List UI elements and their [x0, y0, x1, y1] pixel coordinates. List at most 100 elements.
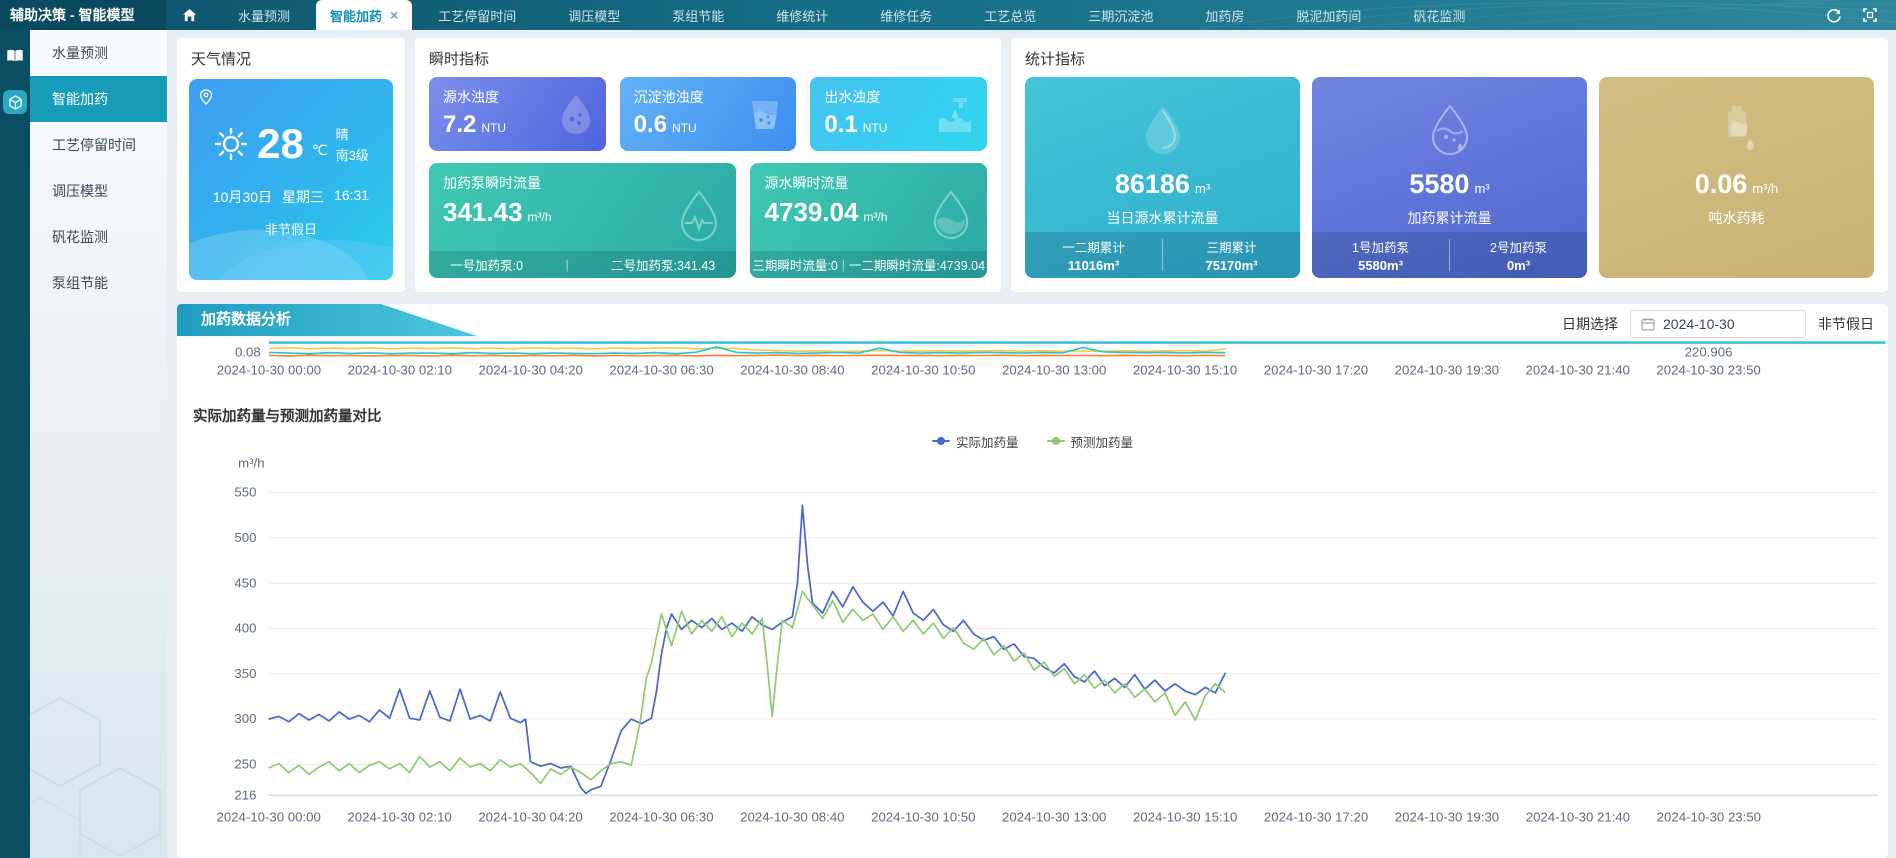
svg-text:2024-10-30 00:00: 2024-10-30 00:00 — [216, 809, 320, 824]
weather-weekday: 星期三 — [282, 189, 325, 205]
svg-text:450: 450 — [234, 575, 256, 590]
svg-text:2024-10-30 15:10: 2024-10-30 15:10 — [1133, 363, 1237, 378]
svg-text:2024-10-30 21:40: 2024-10-30 21:40 — [1526, 809, 1630, 824]
pump2-flow: 二号加药泵:341.43 — [611, 259, 716, 273]
svg-text:2024-10-30 19:30: 2024-10-30 19:30 — [1395, 363, 1499, 378]
svg-text:2024-10-30 21:40: 2024-10-30 21:40 — [1526, 363, 1630, 378]
statistics-panel: 统计指标 86186 m³ 当日源水累计流量 一二期累计 11016m³ 三期累计 7… — [1011, 38, 1888, 292]
tab-process-retention[interactable]: 工艺停留时间 — [438, 8, 517, 24]
book-icon — [6, 49, 24, 63]
tab-floc-monitoring[interactable]: 矾花监测 — [1413, 8, 1466, 24]
chemical-per-ton-value: 0.06 — [1694, 169, 1748, 199]
chart-title: 实际加药量与预测加药量对比 — [193, 408, 382, 425]
svg-text:2024-10-30 19:30: 2024-10-30 19:30 — [1395, 809, 1499, 824]
tab-maintenance-tasks[interactable]: 维修任务 — [880, 8, 933, 24]
data-zoom-strip[interactable]: 0.08 220.906 2024-10-30 00:00 2024-10-30 02… — [177, 340, 1888, 379]
raw-water-detail-band: 三期瞬时流量:0 | 一二期瞬时流量:4739.04 — [750, 251, 987, 278]
pulse-drop-icon — [681, 190, 718, 241]
dosing-pump-flow-card: 加药泵瞬时流量 341.43 m³/h 一号加药泵:0 | 二号加药泵:341.4… — [429, 163, 737, 278]
tab-bar: 水量预测 智能加药 × 工艺停留时间 调压模型 泵组节能 维修统计 维修任务 工… — [212, 0, 1826, 30]
svg-text:220.906: 220.906 — [1685, 344, 1733, 359]
sidebar-item-pump-energy[interactable]: 泵组节能 — [52, 275, 108, 291]
tab-pump-energy[interactable]: 泵组节能 — [672, 8, 725, 24]
tab-sludge-dosing-room[interactable]: 脱泥加药间 — [1296, 8, 1362, 24]
handbook-button[interactable] — [3, 44, 27, 68]
svg-text:2024-10-30 04:20: 2024-10-30 04:20 — [479, 363, 583, 378]
tab-maintenance-stats[interactable]: 维修统计 — [776, 8, 829, 24]
location-pin-icon — [199, 89, 213, 105]
tab-close-icon[interactable]: × — [390, 7, 399, 23]
outlet-turbidity-card: 出水浊度 0.1 NTU — [810, 77, 988, 151]
hexagon-watermark — [30, 696, 161, 858]
topbar: 辅助决策 - 智能模型 水量预测 智能加药 × 工艺停留时间 调压模型 泵组节能… — [0, 0, 1896, 30]
icon-strip — [0, 30, 30, 858]
weather-date: 10月30日 — [212, 189, 273, 205]
svg-text:2024-10-30 17:20: 2024-10-30 17:20 — [1264, 809, 1368, 824]
water-drop-icon — [933, 190, 969, 239]
weather-wind: 南3级 — [335, 148, 369, 163]
svg-text:350: 350 — [234, 666, 256, 681]
pump1-flow: 一号加药泵:0 — [450, 259, 524, 273]
cards-row: 天气情况 28 — [177, 38, 1888, 292]
tab-water-forecast[interactable]: 水量预测 — [238, 8, 291, 24]
model-cube-icon — [8, 94, 22, 110]
dosing-analysis-panel: 加药数据分析 日期选择 2024-10-30 非节假日 0.08 220.906 2… — [177, 304, 1888, 858]
svg-text:2024-10-30 15:10: 2024-10-30 15:10 — [1133, 809, 1237, 824]
weather-condition-block: 晴 南3级 — [336, 124, 369, 164]
instant-panel-title: 瞬时指标 — [429, 51, 490, 68]
svg-text:250: 250 — [234, 756, 256, 771]
tab-phase3-sedimentation[interactable]: 三期沉淀池 — [1088, 8, 1154, 24]
date-picker-input[interactable]: 2024-10-30 — [1630, 310, 1806, 338]
svg-text:2024-10-30 17:20: 2024-10-30 17:20 — [1264, 363, 1368, 378]
stats-panel-title: 统计指标 — [1025, 51, 1086, 68]
dosing-pump-detail-band: 一号加药泵:0 | 二号加药泵:341.43 — [429, 251, 737, 278]
sidebar-item-smart-dosing[interactable]: 智能加药 — [30, 76, 167, 122]
date-value: 2024-10-30 — [1663, 316, 1735, 332]
sedimentation-turbidity-card: 沉淀池浊度 0.6 NTU — [619, 77, 797, 151]
home-icon — [182, 8, 196, 21]
temperature-value: 28 — [257, 120, 304, 167]
svg-text:2024-10-30 06:30: 2024-10-30 06:30 — [609, 363, 713, 378]
raw-water-turbidity-value: 7.2 — [443, 111, 477, 138]
sidebar-item-process-retention[interactable]: 工艺停留时间 — [52, 137, 136, 153]
fullscreen-icon[interactable] — [1862, 7, 1878, 23]
daily-raw-water-card: 86186 m³ 当日源水累计流量 一二期累计 11016m³ 三期累计 75170m… — [1025, 77, 1300, 278]
svg-text:300: 300 — [234, 711, 256, 726]
raw-water-flow-value: 4739.04 — [764, 197, 859, 227]
sidebar-item-water-forecast[interactable]: 水量预测 — [52, 45, 108, 61]
outlet-turbidity-value: 0.1 — [824, 111, 858, 138]
home-button[interactable] — [166, 0, 212, 30]
sun-icon — [214, 127, 248, 161]
svg-text:0.08: 0.08 — [235, 344, 261, 359]
pump1-total: 5580m³ — [1358, 258, 1403, 273]
temperature-row: 28 ℃ 晴 南3级 — [189, 123, 393, 165]
svg-text:2024-10-30 10:50: 2024-10-30 10:50 — [871, 809, 975, 824]
holiday-status: 非节假日 — [1818, 316, 1874, 332]
legend-actual-dosing[interactable]: 实际加药量 — [931, 432, 1019, 451]
weather-panel: 天气情况 28 — [177, 38, 405, 292]
droplet-dots-icon — [561, 95, 590, 134]
phase3-instant-flow: 三期瞬时流量:0 — [752, 259, 838, 273]
sidebar-item-floc-monitoring[interactable]: 矾花监测 — [52, 229, 108, 245]
sidebar-item-pressure-model[interactable]: 调压模型 — [52, 183, 108, 199]
svg-text:550: 550 — [234, 484, 256, 499]
tab-smart-dosing[interactable]: 智能加药 × — [316, 0, 413, 30]
dosing-pump-flow-value: 341.43 — [443, 197, 523, 227]
legend-marker — [931, 437, 950, 446]
tab-dosing-room[interactable]: 加药房 — [1205, 8, 1245, 24]
legend-predicted-dosing[interactable]: 预测加药量 — [1046, 432, 1133, 451]
phase12-instant-flow: 一二期瞬时流量:4739.04 — [848, 259, 986, 273]
dosing-total-value: 5580 — [1409, 169, 1470, 199]
tab-process-overview[interactable]: 工艺总览 — [984, 8, 1037, 24]
weather-card: 28 ℃ 晴 南3级 10月30日 星期三 16:31 非节假日 — [189, 79, 393, 280]
pump2-total: 0m³ — [1506, 258, 1531, 273]
svg-text:2024-10-30 02:10: 2024-10-30 02:10 — [347, 809, 451, 824]
smart-model-button[interactable] — [3, 90, 27, 114]
date-select-label: 日期选择 — [1562, 316, 1618, 332]
main-content: 天气情况 28 — [167, 30, 1896, 858]
refresh-icon[interactable] — [1826, 7, 1842, 23]
temperature-unit: ℃ — [311, 142, 328, 158]
app-title: 辅助决策 - 智能模型 — [0, 0, 166, 30]
dosing-comparison-chart: 216 250 300 350 400 450 500 550 m³/h 2024-10-30 0… — [216, 455, 1878, 824]
tab-pressure-model[interactable]: 调压模型 — [568, 8, 621, 24]
